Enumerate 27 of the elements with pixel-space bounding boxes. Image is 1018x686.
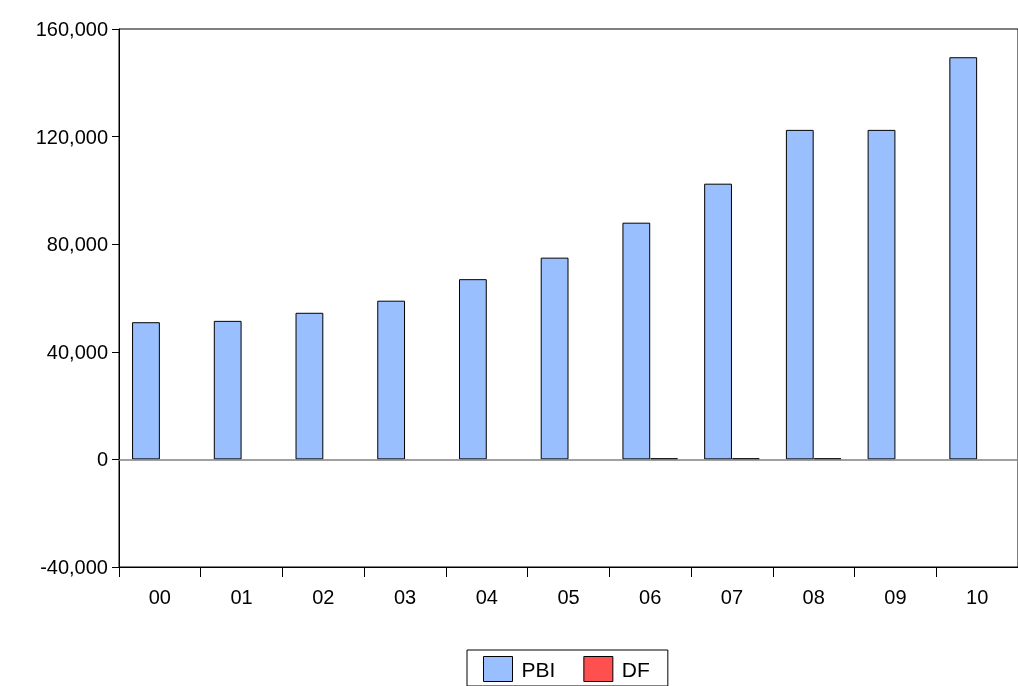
y-tick-label: 80,000 — [46, 233, 108, 256]
legend-label: DF — [621, 657, 650, 681]
x-tick-label: 09 — [884, 586, 907, 608]
bar — [377, 300, 406, 460]
x-tick-label: 08 — [802, 586, 825, 608]
x-tick-label: 03 — [393, 586, 417, 608]
y-tick-label: 40,000 — [46, 340, 108, 363]
bar — [132, 322, 160, 460]
bar — [949, 57, 978, 460]
y-tick-label: 0 — [96, 448, 108, 471]
x-tick-label: 02 — [312, 586, 335, 608]
x-tick-label: 00 — [148, 586, 171, 608]
x-tick-label: 07 — [720, 586, 744, 608]
y-tick-label: 160,000 — [35, 18, 108, 40]
x-tick-label: 01 — [230, 586, 253, 608]
y-tick-label: -40,000 — [40, 556, 108, 578]
bar — [213, 320, 242, 460]
legend-label: PBI — [521, 657, 556, 681]
bar — [458, 279, 487, 460]
y-tick-label: 120,000 — [35, 125, 108, 148]
bar — [295, 312, 324, 460]
x-tick-label: 10 — [966, 586, 989, 608]
x-tick-label: 04 — [475, 586, 498, 608]
bar — [540, 257, 569, 460]
bar — [867, 129, 896, 460]
x-tick-label: 05 — [557, 586, 580, 608]
x-tick-label: 06 — [639, 586, 662, 608]
